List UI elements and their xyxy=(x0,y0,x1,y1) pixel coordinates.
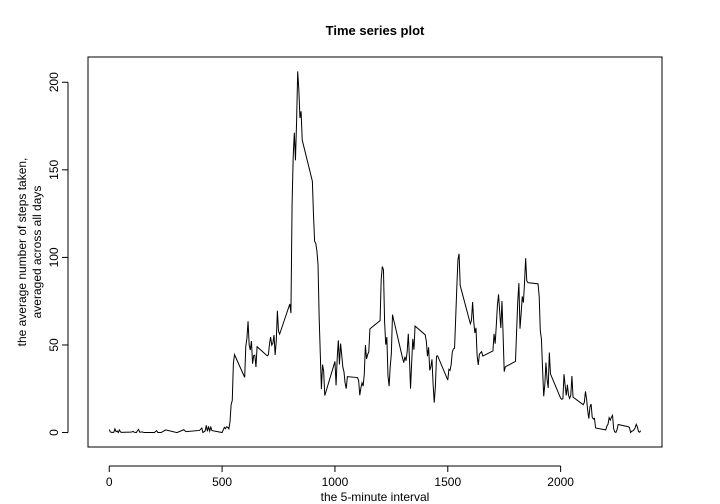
y-tick-label: 200 xyxy=(47,72,61,92)
chart-title: Time series plot xyxy=(326,23,425,38)
data-line xyxy=(108,71,642,434)
x-tick-label: 500 xyxy=(212,475,232,489)
y-tick-label: 0 xyxy=(47,429,61,436)
x-tick-label: 1000 xyxy=(322,475,349,489)
x-axis-label: the 5-minute interval xyxy=(321,490,430,504)
x-tick-label: 2000 xyxy=(547,475,574,489)
y-axis-label: the average number of steps taken, xyxy=(15,158,29,347)
y-tick-label: 150 xyxy=(47,159,61,179)
plot-frame xyxy=(87,56,663,448)
y-tick-label: 50 xyxy=(47,338,61,352)
x-tick-label: 0 xyxy=(106,475,113,489)
x-tick-label: 1500 xyxy=(434,475,461,489)
y-axis-label: averaged across all days xyxy=(30,186,44,319)
y-tick-label: 100 xyxy=(47,247,61,267)
